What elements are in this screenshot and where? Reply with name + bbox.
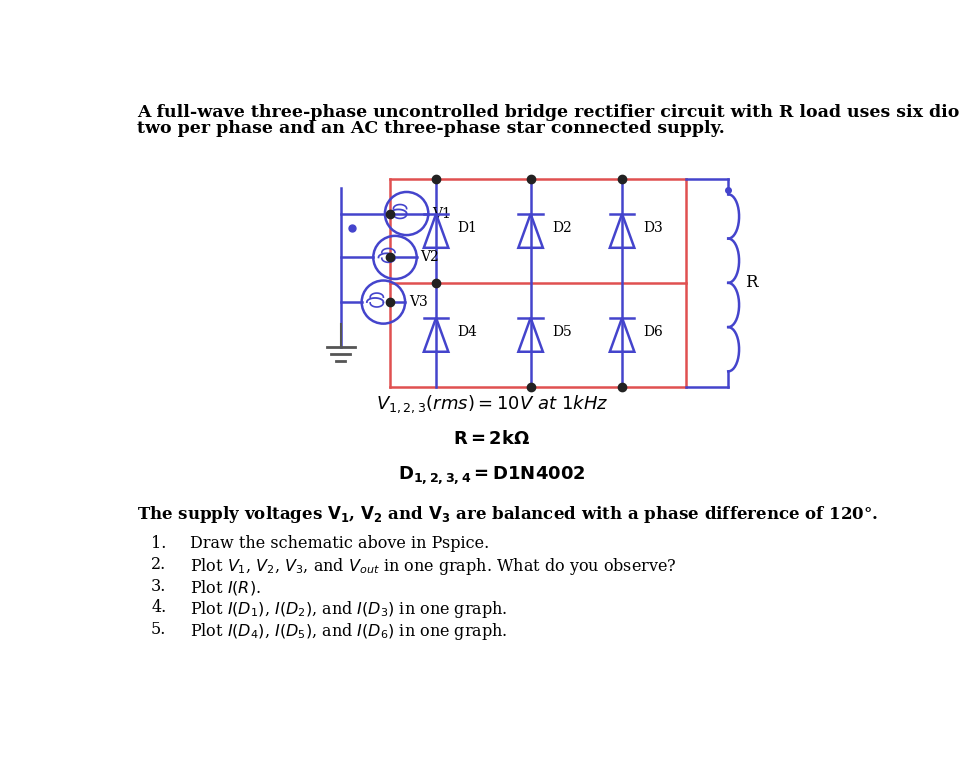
Text: Plot $V_1$, $V_2$, $V_3$, and $V_{out}$ in one graph. What do you observe?: Plot $V_1$, $V_2$, $V_3$, and $V_{out}$ … xyxy=(190,556,676,577)
Text: 2.: 2. xyxy=(152,556,166,573)
Text: Plot $I(D_4)$, $I(D_5)$, and $I(D_6)$ in one graph.: Plot $I(D_4)$, $I(D_5)$, and $I(D_6)$ in… xyxy=(190,621,507,642)
Text: D4: D4 xyxy=(457,325,478,339)
Text: D1: D1 xyxy=(457,221,478,235)
Text: D3: D3 xyxy=(643,221,664,235)
Text: D2: D2 xyxy=(552,221,573,235)
Text: V3: V3 xyxy=(409,295,428,309)
Text: 3.: 3. xyxy=(151,577,166,594)
Text: two per phase and an AC three-phase star connected supply.: two per phase and an AC three-phase star… xyxy=(137,120,725,137)
Text: A full-wave three-phase uncontrolled bridge rectifier circuit with R load uses s: A full-wave three-phase uncontrolled bri… xyxy=(137,104,959,121)
Text: Plot $I(D_1)$, $I(D_2)$, and $I(D_3)$ in one graph.: Plot $I(D_1)$, $I(D_2)$, and $I(D_3)$ in… xyxy=(190,599,507,620)
Text: $\mathbf{R = 2k\Omega}$: $\mathbf{R = 2k\Omega}$ xyxy=(454,430,530,448)
Text: V1: V1 xyxy=(433,207,451,221)
Text: Draw the schematic above in Pspice.: Draw the schematic above in Pspice. xyxy=(190,535,489,552)
Text: 1.: 1. xyxy=(151,535,166,552)
Text: R: R xyxy=(745,274,758,291)
Text: D5: D5 xyxy=(552,325,573,339)
Text: $\mathit{V}_{1,2,3}\mathit{(rms)} = \mathit{10V\ at\ 1kHz}$: $\mathit{V}_{1,2,3}\mathit{(rms)} = \mat… xyxy=(376,393,608,415)
Text: V2: V2 xyxy=(421,250,439,265)
Text: 5.: 5. xyxy=(151,621,166,638)
Text: Plot $I(R)$.: Plot $I(R)$. xyxy=(190,577,261,597)
Text: 4.: 4. xyxy=(152,599,166,616)
Text: D6: D6 xyxy=(643,325,664,339)
Text: The supply voltages $\mathbf{V_1}$, $\mathbf{V_2}$ and $\mathbf{V_3}$ are balanc: The supply voltages $\mathbf{V_1}$, $\ma… xyxy=(137,504,878,525)
Text: $\mathbf{D_{1,2,3,4} = D1N4002}$: $\mathbf{D_{1,2,3,4} = D1N4002}$ xyxy=(398,464,586,486)
